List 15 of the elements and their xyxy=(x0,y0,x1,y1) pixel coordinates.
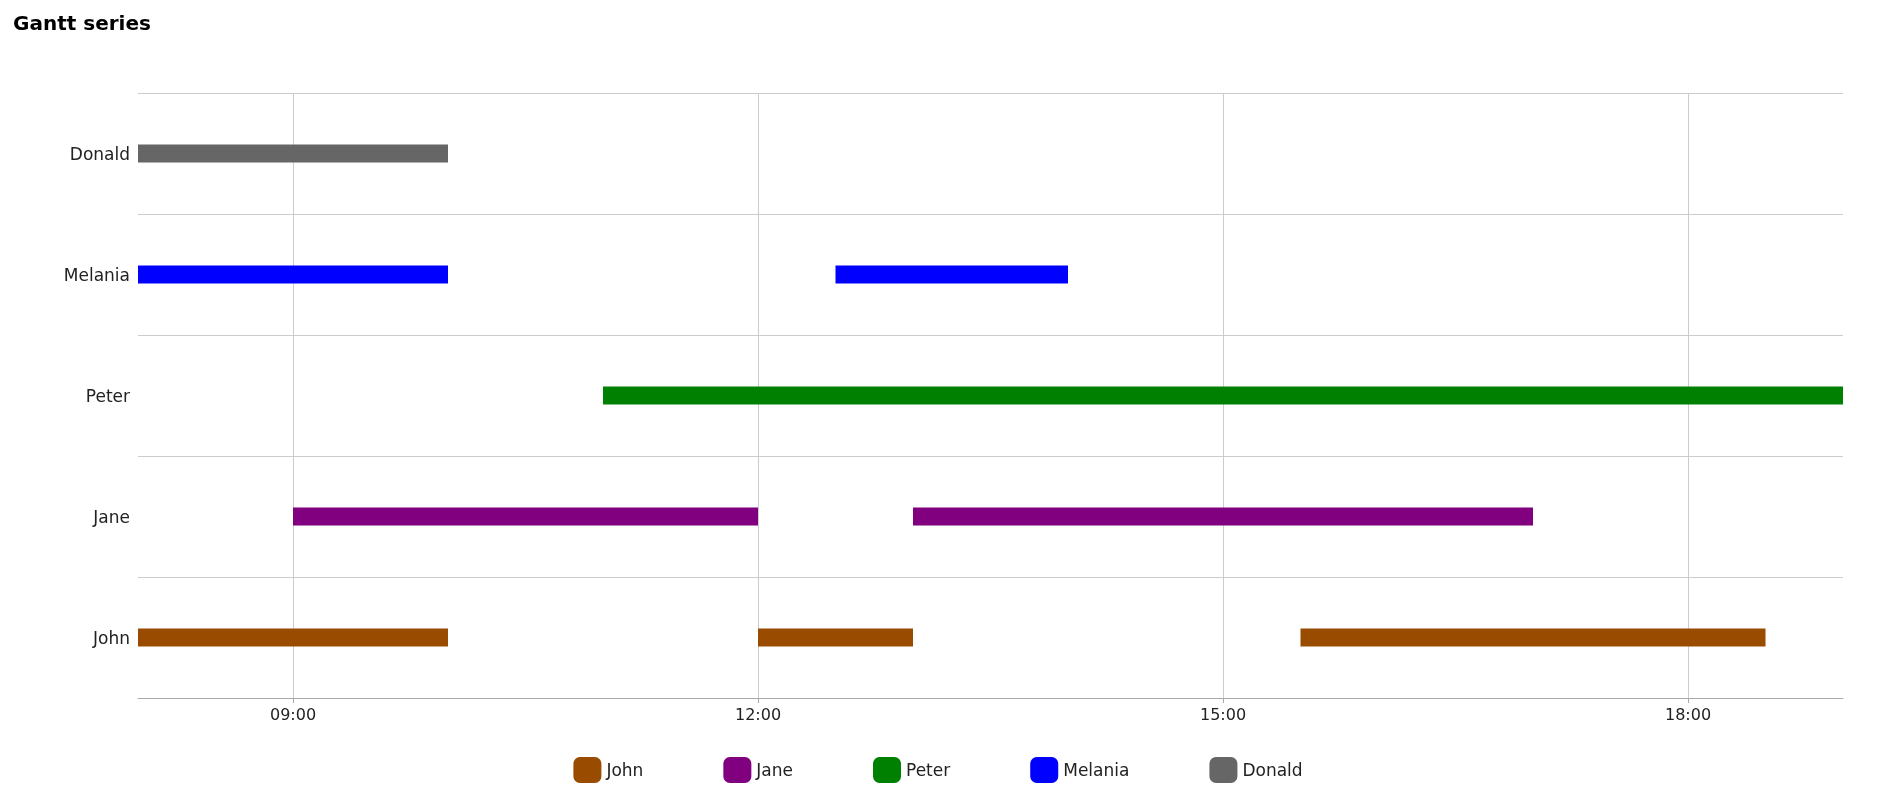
y-tick-label: Melania xyxy=(63,264,130,285)
x-tick-label: 18:00 xyxy=(1664,704,1712,724)
legend-label: John xyxy=(605,760,644,780)
x-tick-label: 12:00 xyxy=(734,704,782,724)
x-tick-label: 15:00 xyxy=(1199,704,1247,724)
legend-label: Melania xyxy=(1063,760,1130,780)
legend-label: Peter xyxy=(906,760,951,780)
chart-title: Gantt series xyxy=(13,11,151,35)
x-tick-label: 09:00 xyxy=(269,704,317,724)
y-tick-label: John xyxy=(92,627,130,648)
legend-label: Donald xyxy=(1242,760,1303,780)
y-tick-label: Peter xyxy=(85,385,131,406)
y-tick-label: Jane xyxy=(92,506,130,527)
y-tick-label: Donald xyxy=(69,143,130,164)
legend-label: Jane xyxy=(755,760,794,780)
